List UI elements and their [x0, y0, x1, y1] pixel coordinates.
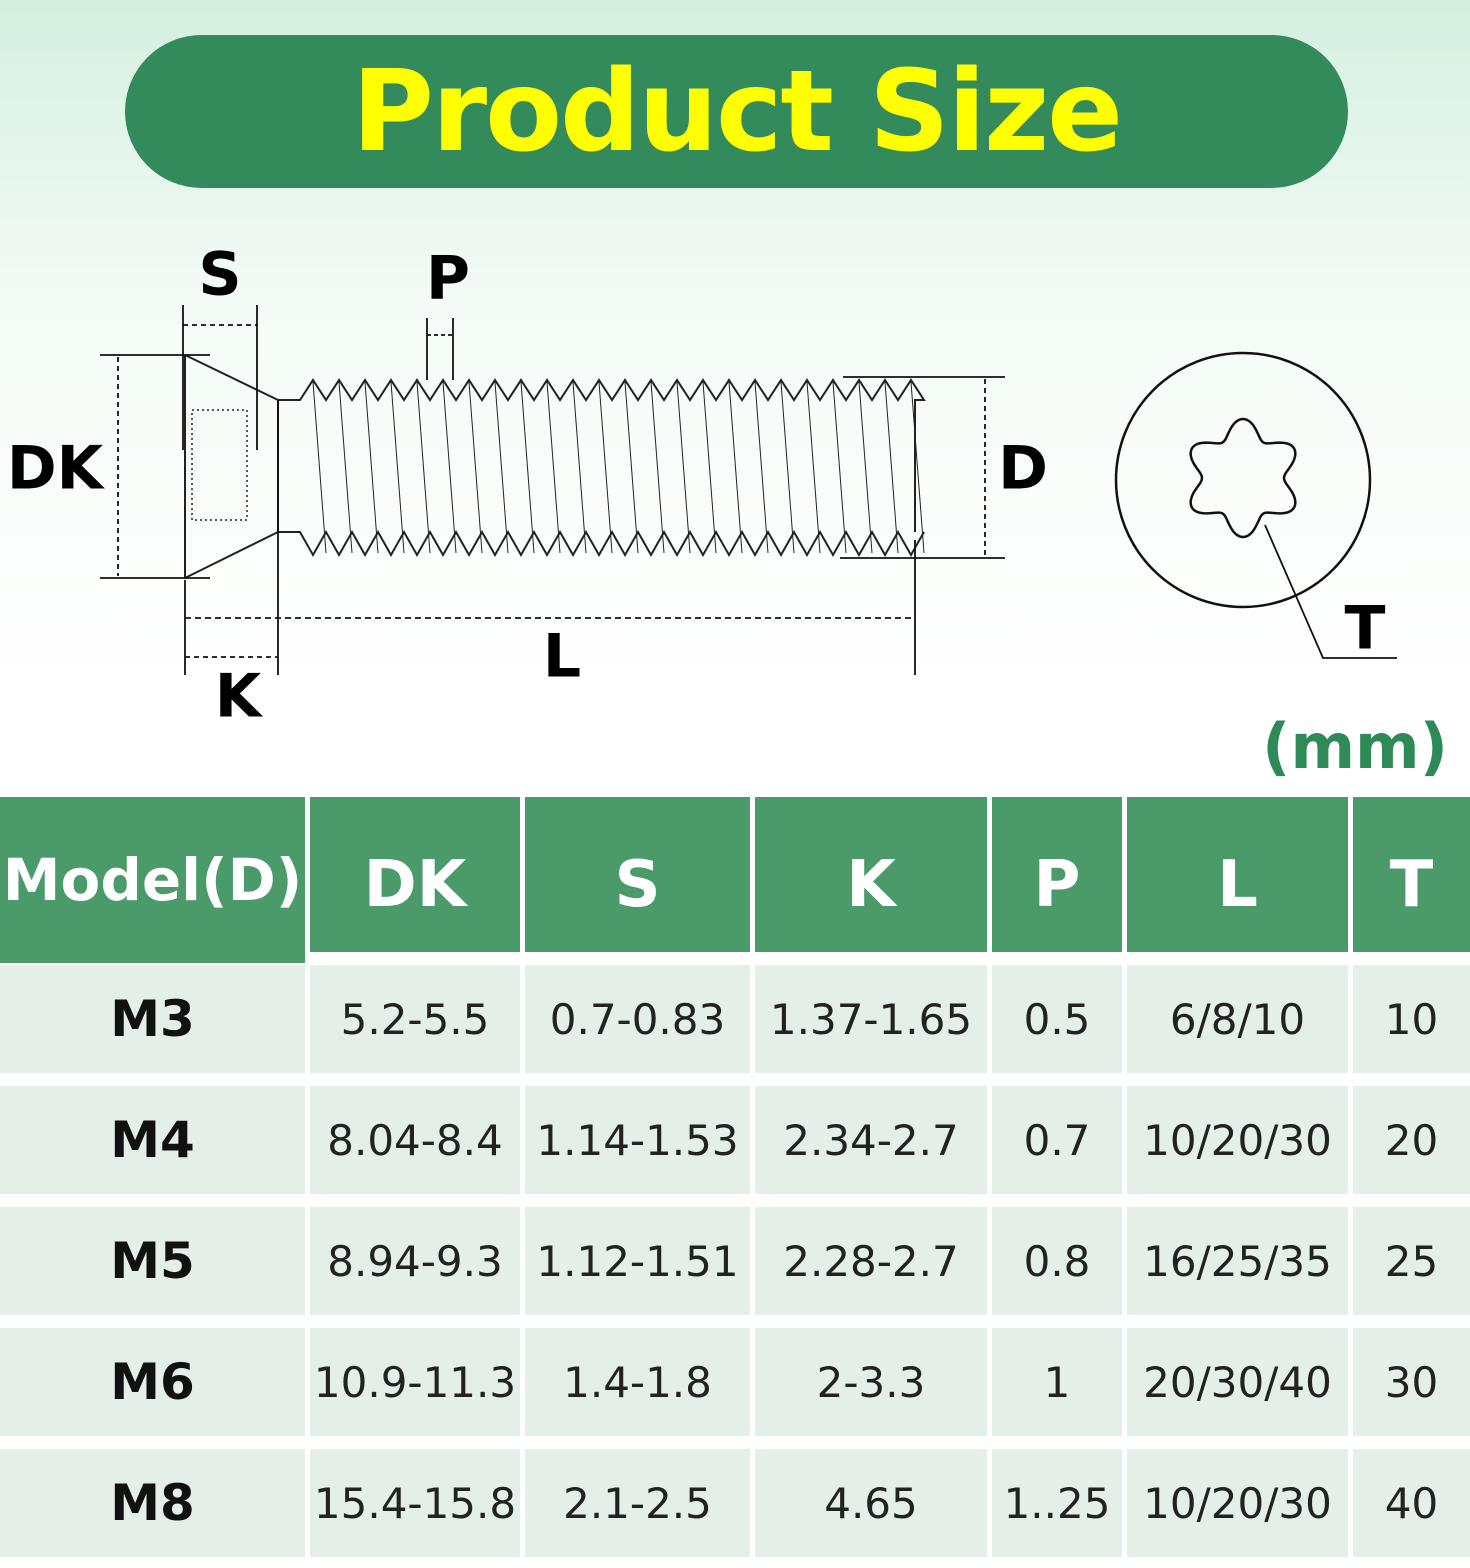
table-cell: 20 — [1353, 1086, 1470, 1194]
header-cell: K — [755, 797, 987, 952]
table-cell: 10.9-11.3 — [310, 1328, 520, 1436]
model-cell: M4 — [0, 1086, 305, 1194]
header-cell: T — [1353, 797, 1470, 952]
label-l: L — [543, 622, 581, 692]
screw-diagram: S P DK D K L T — [7, 240, 1397, 732]
dimension-lines — [100, 305, 1397, 675]
table-cell: 1.12-1.51 — [525, 1207, 750, 1315]
model-cell: M3 — [0, 965, 305, 1073]
title: Product Size — [351, 46, 1123, 177]
table-cell: 6/8/10 — [1127, 965, 1348, 1073]
header-cell: P — [992, 797, 1122, 952]
table-cell: 20/30/40 — [1127, 1328, 1348, 1436]
table-cell: 2.34-2.7 — [755, 1086, 987, 1194]
table-cell: 2-3.3 — [755, 1328, 987, 1436]
table-cell: 8.94-9.3 — [310, 1207, 520, 1315]
table-cell: 10 — [1353, 965, 1470, 1073]
table-cell: 4.65 — [755, 1449, 987, 1557]
label-dk: DK — [7, 434, 106, 504]
table-cell: 1.14-1.53 — [525, 1086, 750, 1194]
table-cell: 5.2-5.5 — [310, 965, 520, 1073]
label-d: D — [998, 434, 1048, 504]
size-table: Model(D) DK S K P L T M3 5.2-5.5 0.7-0.83 1.37-1.6… — [0, 797, 1470, 1557]
table-cell: 2.1-2.5 — [525, 1449, 750, 1557]
header-cell: L — [1127, 797, 1348, 952]
unit-label: (mm) — [1262, 710, 1448, 783]
table-cell: 30 — [1353, 1328, 1470, 1436]
table-cell: 10/20/30 — [1127, 1086, 1348, 1194]
header-cell: DK — [310, 797, 520, 952]
label-p: P — [426, 244, 470, 314]
model-cell: M5 — [0, 1207, 305, 1315]
label-s: S — [198, 240, 241, 310]
table-cell: 1..25 — [992, 1449, 1122, 1557]
screw-drawing — [184, 354, 926, 579]
table-cell: 0.8 — [992, 1207, 1122, 1315]
table-cell: 2.28-2.7 — [755, 1207, 987, 1315]
table-cell: 10/20/30 — [1127, 1449, 1348, 1557]
table-cell: 0.5 — [992, 965, 1122, 1073]
table-cell: 1 — [992, 1328, 1122, 1436]
table-cell: 0.7-0.83 — [525, 965, 750, 1073]
table-cell: 15.4-15.8 — [310, 1449, 520, 1557]
model-cell: M6 — [0, 1328, 305, 1436]
table-cell: 1.37-1.65 — [755, 965, 987, 1073]
table-cell: 25 — [1353, 1207, 1470, 1315]
table-cell: 16/25/35 — [1127, 1207, 1348, 1315]
table-cell: 1.4-1.8 — [525, 1328, 750, 1436]
header-cell: S — [525, 797, 750, 952]
table-cell: 0.7 — [992, 1086, 1122, 1194]
header-cell: Model(D) — [0, 797, 305, 963]
title-banner: Product Size — [125, 35, 1348, 188]
label-t: T — [1345, 594, 1386, 664]
table-cell: 8.04-8.4 — [310, 1086, 520, 1194]
label-k: K — [215, 662, 264, 732]
model-cell: M8 — [0, 1449, 305, 1557]
table-cell: 40 — [1353, 1449, 1470, 1557]
